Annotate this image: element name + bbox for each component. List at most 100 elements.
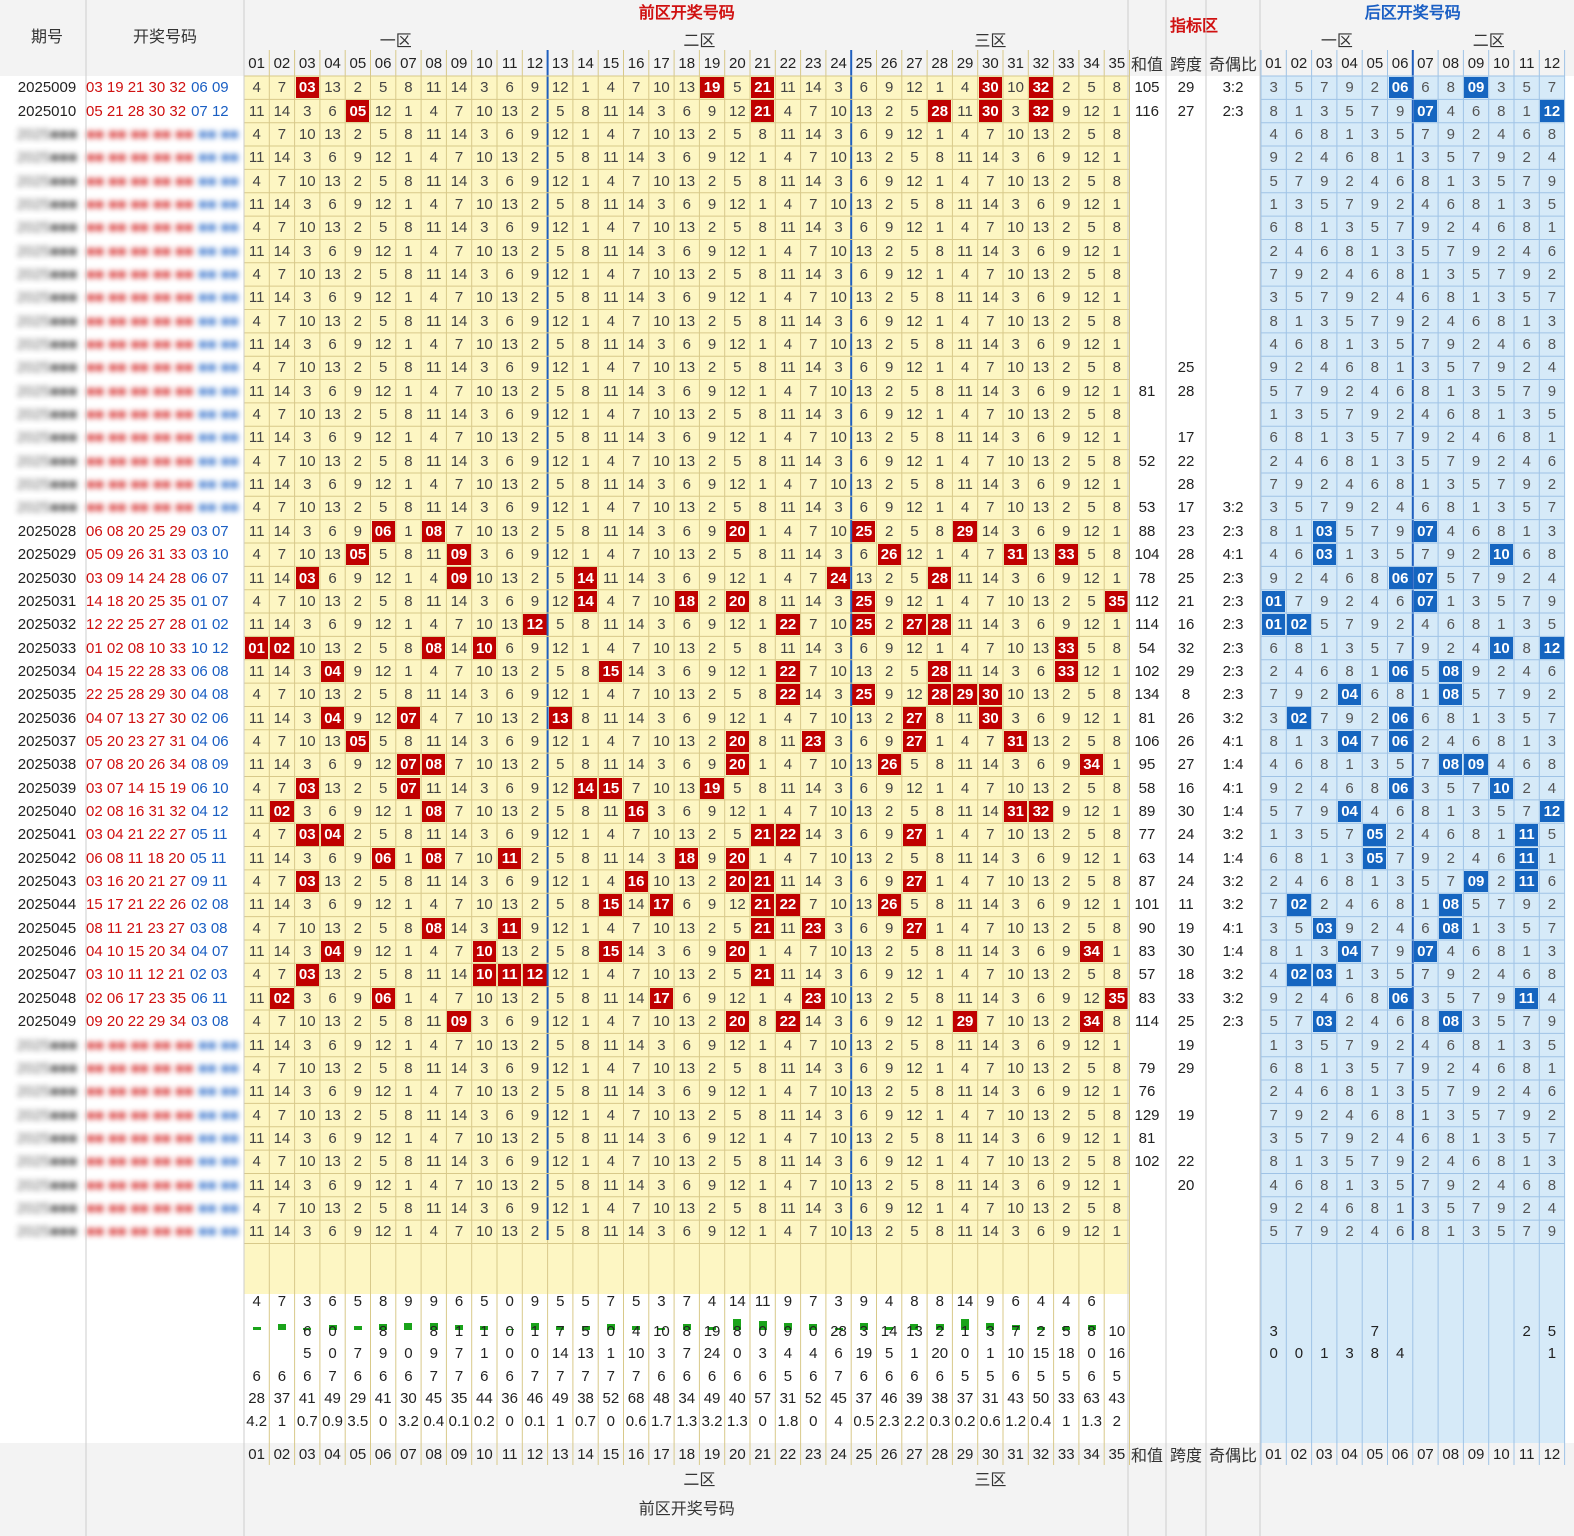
front-trend-cell: 14 xyxy=(627,149,645,167)
front-trend-cell: 5 xyxy=(1087,826,1096,844)
front-trend-cell: 12 xyxy=(551,125,569,143)
front-trend-cell: 10 xyxy=(830,289,847,307)
front-trend-cell: 12 xyxy=(906,639,923,657)
front-trend-cell: 10 xyxy=(298,172,316,190)
back-trend-cell: 6 xyxy=(1269,429,1278,447)
back-trend-cell: 9 xyxy=(1446,546,1455,564)
front-trend-cell: 1 xyxy=(404,989,413,1007)
front-trend-cell: 6 xyxy=(328,756,337,774)
back-trend-cell: 9 xyxy=(1370,616,1379,634)
back-trend-cell: 3 xyxy=(1497,289,1506,307)
front-trend-cell: 14 xyxy=(450,779,468,797)
front-trend-cell: 7 xyxy=(631,265,641,283)
draw-numbers-cell: 06 08 11 18 20 05 11 xyxy=(86,847,244,870)
back-trend-cell: 10 xyxy=(1489,637,1513,659)
period-cell: 2025■■■ xyxy=(16,242,78,260)
back-trend-cell: 1 xyxy=(1345,756,1354,774)
front-trend-cell: 11 xyxy=(957,149,973,167)
front-trend-cell: 9 xyxy=(530,592,540,610)
front-trend-cell: 10 xyxy=(1007,1106,1024,1124)
stat-cell: 6 xyxy=(657,1367,666,1385)
back-trend-cell: 6 xyxy=(1522,336,1531,354)
front-trend-cell: 9 xyxy=(353,242,362,260)
front-trend-cell: 13 xyxy=(855,195,873,213)
back-trend-cell: 4 xyxy=(1269,546,1278,564)
front-trend-cell: 11 xyxy=(780,79,796,97)
front-trend-cell: 24 xyxy=(826,567,851,589)
back-numbers: ■■ ■■ xyxy=(198,195,239,213)
stat-cell: 46 xyxy=(526,1390,544,1407)
back-numbers: 03 08 xyxy=(191,1013,229,1031)
back-trend-cell: 1 xyxy=(1294,732,1304,750)
ratio-cell xyxy=(1206,1173,1260,1196)
front-trend-cell: 13 xyxy=(678,172,696,190)
stat-cell: 3 xyxy=(657,1345,666,1362)
front-trend-cell: 13 xyxy=(678,312,696,330)
front-trend-cell: 11 xyxy=(425,125,442,143)
front-trend-cell: 10 xyxy=(653,1106,670,1124)
front-trend-cell: 5 xyxy=(733,452,742,470)
back-trend-cell: 3 xyxy=(1345,639,1354,657)
back-trend-cell: 1 xyxy=(1522,312,1531,330)
front-trend-cell: 13 xyxy=(548,707,572,729)
back-trend-cell: 1 xyxy=(1497,826,1506,844)
front-trend-cell: 14 xyxy=(804,826,822,844)
back-stat-cell: 0 xyxy=(1269,1345,1278,1362)
front-trend-cell: 7 xyxy=(809,149,818,167)
front-trend-cell: 1 xyxy=(1112,1036,1121,1054)
front-trend-cell: 12 xyxy=(374,1129,392,1147)
front-col-header: 34 xyxy=(1083,1445,1100,1463)
back-trend-cell: 3 xyxy=(1522,1036,1531,1054)
back-numbers: ■■ ■■ xyxy=(198,289,239,307)
period-cell: 2025■■■ xyxy=(16,1153,78,1171)
back-numbers: ■■ ■■ xyxy=(198,125,239,143)
front-trend-cell: 5 xyxy=(910,429,919,447)
back-trend-cell: 7 xyxy=(1421,125,1430,143)
front-trend-cell: 3 xyxy=(480,1013,489,1031)
front-trend-cell: 5 xyxy=(910,662,919,680)
ratio-cell: 1:4 xyxy=(1222,849,1244,867)
front-trend-cell: 2 xyxy=(530,1083,540,1101)
stat-cell: 50 xyxy=(1032,1390,1050,1407)
front-trend-cell: 2 xyxy=(1062,312,1071,330)
sum-cell xyxy=(1128,193,1166,216)
front-trend-cell: 1 xyxy=(404,1223,413,1241)
front-trend-cell: 4 xyxy=(783,943,793,961)
back-stat-cell xyxy=(1463,1320,1488,1342)
back-trend-cell: 5 xyxy=(1320,826,1329,844)
front-numbers: ■■ ■■ ■■ ■■ ■■ xyxy=(86,359,194,377)
front-trend-cell: 6 xyxy=(859,639,868,657)
front-trend-cell: 4 xyxy=(252,1059,261,1077)
front-trend-cell: 11 xyxy=(603,709,619,727)
front-trend-cell: 14 xyxy=(273,616,291,634)
front-trend-cell: 5 xyxy=(378,1106,388,1124)
back-trend-cell: 5 xyxy=(1522,79,1531,97)
front-trend-cell: 6 xyxy=(1036,476,1046,494)
front-trend-cell: 14 xyxy=(450,1153,468,1171)
back-numbers: 06 10 xyxy=(191,779,229,797)
ratio-cell xyxy=(1206,1033,1260,1056)
front-trend-cell: 5 xyxy=(910,242,919,260)
front-trend-cell: 9 xyxy=(530,125,540,143)
front-trend-cell: 9 xyxy=(1062,709,1071,727)
back-trend-cell: 5 xyxy=(1345,102,1354,120)
front-trend-cell: 6 xyxy=(328,242,337,260)
front-trend-cell: 6 xyxy=(682,989,691,1007)
back-trend-cell: 1 xyxy=(1497,406,1506,424)
front-trend-cell: 10 xyxy=(830,1083,847,1101)
back-trend-cell: 8 xyxy=(1269,312,1278,330)
front-trend-cell: 4 xyxy=(783,1083,793,1101)
stat-cell: 0.5 xyxy=(853,1412,875,1430)
period-cell: 2025■■■ xyxy=(16,289,78,307)
front-trend-cell: 13 xyxy=(324,1153,341,1171)
front-trend-cell: 14 xyxy=(273,1129,291,1147)
front-trend-cell: 6 xyxy=(505,732,514,750)
front-trend-cell: 9 xyxy=(707,943,717,961)
front-trend-cell: 8 xyxy=(758,1153,767,1171)
front-trend-cell: 6 xyxy=(682,1036,691,1054)
front-trend-cell: 10 xyxy=(472,940,496,963)
green-bar xyxy=(303,1327,312,1330)
front-trend-cell: 7 xyxy=(631,686,641,704)
front-trend-cell: 9 xyxy=(1062,756,1071,774)
front-trend-cell: 7 xyxy=(986,1106,995,1124)
